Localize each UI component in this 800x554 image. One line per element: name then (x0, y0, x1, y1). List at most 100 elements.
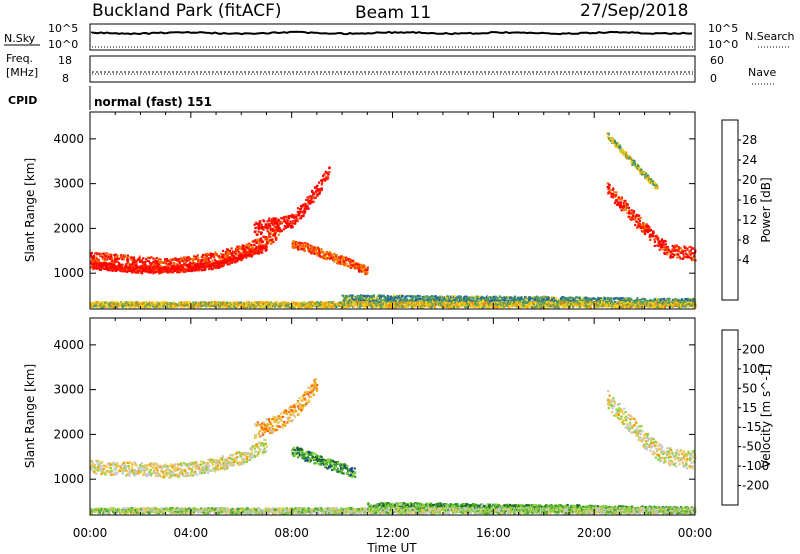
power-range-cell (620, 196, 624, 199)
power-range-cell (627, 212, 631, 215)
power-range-cell (228, 257, 231, 260)
power-range-cell (305, 304, 308, 307)
power-range-cell (166, 301, 169, 304)
power-range-cell (626, 211, 629, 214)
power-range-cell (630, 209, 633, 212)
power-range-cell (250, 243, 253, 247)
power-range-cell (415, 299, 418, 302)
power-range-cell (169, 268, 172, 271)
power-range-cell (226, 248, 230, 251)
power-range-cell (285, 303, 288, 306)
power-range-cell (93, 267, 96, 270)
power-range-cell (411, 295, 414, 298)
power-range-cell (386, 297, 389, 300)
power-range-cell (665, 246, 668, 249)
power-range-cell (269, 235, 272, 238)
power-range-cell (279, 230, 282, 233)
power-range-cell (221, 256, 224, 259)
power-range-cell (202, 259, 206, 262)
power-range-cell (153, 271, 156, 274)
power-range-cell (456, 301, 459, 304)
power-range-cell (230, 258, 233, 261)
power-range-cell (96, 257, 99, 260)
power-range-cell (365, 272, 368, 276)
power-range-cell (258, 238, 261, 241)
power-range-cell (373, 299, 376, 302)
power-range-cell (189, 258, 192, 261)
power-range-cell (269, 228, 272, 231)
power-range-cell (249, 254, 252, 257)
power-range-cell (239, 306, 242, 309)
power-range-cell (224, 253, 227, 256)
power-range-cell (272, 217, 275, 220)
power-range-cell (620, 209, 623, 212)
power-range-cell (304, 205, 308, 208)
power-range-cell (418, 295, 421, 298)
power-range-cell (211, 259, 214, 262)
power-range-cell (389, 298, 392, 301)
power-range-cell (677, 246, 680, 249)
power-range-cell (451, 298, 454, 301)
power-range-cell (429, 306, 433, 309)
power-range-cell (655, 234, 658, 237)
power-range-cell (464, 299, 467, 302)
power-range-cell (175, 265, 178, 268)
power-range-cell (549, 297, 552, 300)
power-range-cell (128, 263, 131, 266)
power-range-cell (648, 226, 651, 229)
power-range-cell (106, 264, 109, 267)
power-range-cell (534, 296, 537, 299)
power-range-cell (261, 249, 264, 252)
power-range-cell (243, 252, 246, 255)
power-range-cell (573, 299, 576, 302)
power-range-cell (446, 296, 450, 299)
power-range-cell (353, 296, 356, 299)
power-range-cell (120, 302, 123, 305)
power-range-cell (278, 222, 281, 225)
power-range-cell (106, 256, 109, 260)
power-range-cell (132, 304, 136, 307)
power-range-cell (227, 259, 230, 262)
power-range-cell (617, 145, 620, 148)
power-range-cell (103, 257, 107, 261)
power-range-cell (652, 235, 655, 238)
power-range-cell (679, 251, 682, 254)
power-range-cell (154, 306, 157, 309)
power-range-cell (97, 258, 100, 261)
power-range-cell (208, 305, 211, 309)
power-range-cell (310, 195, 314, 198)
power-range-cell (335, 254, 338, 257)
power-range-cell (226, 251, 229, 254)
power-range-cell (159, 265, 162, 268)
power-range-cell (98, 253, 101, 256)
power-range-cell (666, 297, 669, 300)
power-range-cell (362, 269, 365, 273)
power-range-cell (156, 270, 159, 273)
power-range-cell (259, 220, 262, 223)
power-range-cell (224, 252, 227, 255)
power-range-cell (293, 214, 296, 217)
power-range-cell (225, 306, 228, 309)
power-range-cell (524, 296, 527, 299)
power-range-cell (200, 304, 203, 307)
power-range-cell (169, 263, 172, 266)
power-range-cell (540, 298, 543, 301)
power-range-cell (226, 254, 229, 257)
power-range-cell (446, 297, 449, 300)
power-range-cell (266, 241, 269, 244)
power-range-cell (554, 297, 557, 300)
power-range-cell (468, 297, 471, 300)
power-range-cell (655, 184, 658, 187)
power-range-cell (622, 206, 625, 209)
power-range-cell (248, 301, 251, 304)
power-range-cell (101, 306, 104, 309)
power-range-cell (317, 246, 320, 249)
power-range-cell (120, 256, 123, 259)
power-range-cell (270, 239, 273, 242)
power-range-cell (679, 257, 682, 260)
power-range-cell (212, 302, 215, 305)
power-range-cell (671, 253, 674, 256)
power-range-cell (202, 268, 205, 272)
power-range-cell (91, 257, 94, 260)
power-range-cell (270, 301, 273, 304)
